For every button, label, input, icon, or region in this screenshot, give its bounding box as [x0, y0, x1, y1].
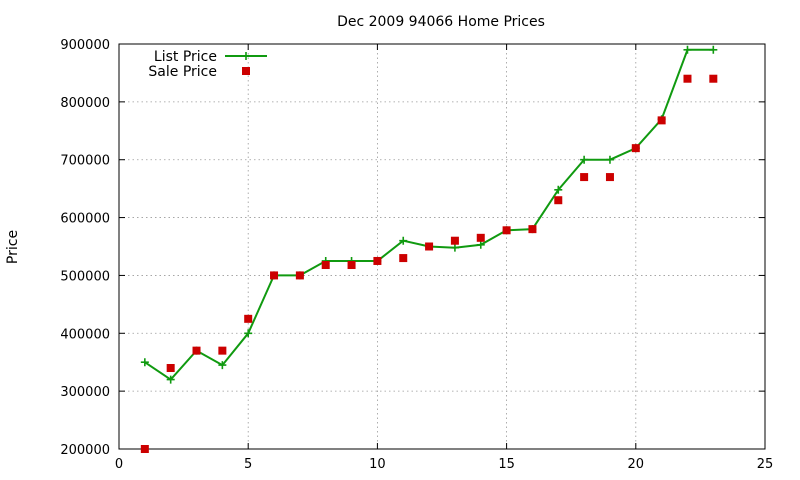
- list-price-point: [683, 45, 692, 54]
- sale-price-point: [709, 74, 718, 83]
- y-tick-label: 800000: [60, 96, 110, 111]
- sale-price-point: [450, 236, 459, 245]
- list-price-point: [166, 375, 175, 384]
- list-price-point: [554, 185, 563, 194]
- legend-label-list-price: List Price: [154, 49, 217, 65]
- y-tick-label: 300000: [60, 385, 110, 400]
- list-price-point: [399, 236, 408, 245]
- list-price-point: [244, 329, 253, 338]
- list-price-point: [476, 240, 485, 249]
- sale-price-point: [321, 261, 330, 270]
- sale-price-point: [373, 256, 382, 265]
- y-tick-label: 400000: [60, 327, 110, 342]
- sale-price-point: [218, 346, 227, 355]
- x-tick-label: 0: [115, 457, 123, 472]
- sale-price-point: [425, 242, 434, 251]
- grid: [119, 44, 765, 449]
- legend-label-sale-price: Sale Price: [148, 64, 217, 80]
- sale-price-point: [528, 225, 537, 234]
- list-price-point: [218, 361, 227, 370]
- list-price-line: [144, 48, 714, 381]
- x-tick-label: 10: [369, 457, 386, 472]
- y-tick-label: 600000: [60, 212, 110, 227]
- list-price-point: [140, 358, 149, 367]
- sale-price-point: [683, 74, 692, 83]
- chart-title: Dec 2009 94066 Home Prices: [337, 14, 545, 30]
- sale-price-point: [270, 271, 279, 280]
- plot-frame: [118, 43, 766, 450]
- series-layer: [140, 45, 718, 453]
- ticks: 0 5 10 15 20 25 200000 300000 400000 500000 600000…: [60, 38, 773, 472]
- x-tick-label: 15: [498, 457, 515, 472]
- sale-price-point: [502, 226, 511, 235]
- sale-price-point: [554, 196, 563, 205]
- sale-price-point: [244, 314, 253, 323]
- list-price-point: [605, 155, 614, 164]
- sale-price-point: [631, 144, 640, 153]
- sale-price-point: [580, 173, 589, 182]
- x-tick-label: 25: [757, 457, 774, 472]
- sale-price-point: [347, 261, 356, 270]
- sale-price-point: [605, 173, 614, 182]
- legend-marker-list-price: [242, 52, 250, 60]
- legend: List Price Sale Price: [148, 49, 267, 80]
- sale-price-point: [140, 445, 149, 453]
- y-tick-label: 200000: [60, 443, 110, 458]
- list-price-point: [709, 45, 718, 54]
- list-price-point: [450, 243, 459, 252]
- x-tick-label: 5: [244, 457, 252, 472]
- x-tick-label: 20: [628, 457, 645, 472]
- y-tick-label: 500000: [60, 269, 110, 284]
- sale-price-point: [192, 346, 201, 355]
- y-axis-label: Price: [5, 230, 21, 264]
- list-price-point: [580, 155, 589, 164]
- sale-price-point: [295, 271, 304, 280]
- sale-price-point: [166, 364, 175, 372]
- y-tick-label: 700000: [60, 154, 110, 169]
- y-tick-label: 900000: [60, 38, 110, 53]
- sale-price-point: [657, 116, 666, 125]
- legend-marker-sale-price: [242, 67, 250, 75]
- sale-price-point: [399, 254, 408, 263]
- sale-price-point: [476, 233, 485, 242]
